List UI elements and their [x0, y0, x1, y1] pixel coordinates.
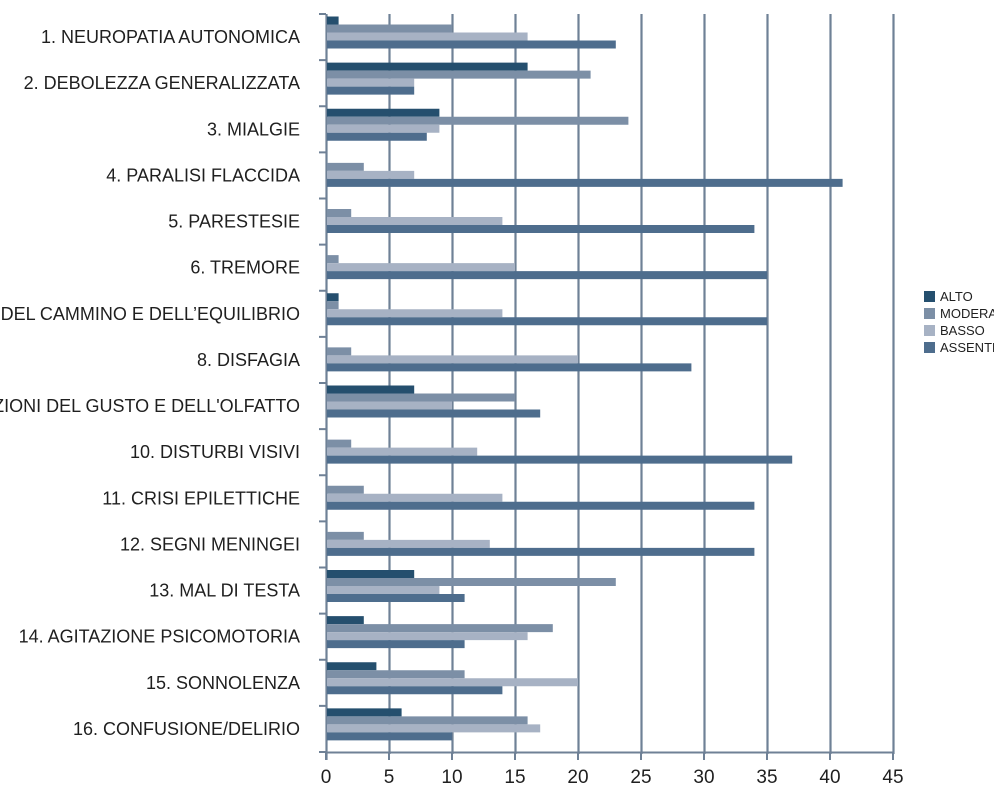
- bar-assente: [327, 86, 415, 95]
- bar-assente: [327, 594, 465, 602]
- bar-basso: [327, 170, 415, 179]
- x-tick-label: 40: [819, 767, 840, 788]
- bar-assente: [327, 686, 503, 695]
- legend-swatch: [924, 325, 935, 336]
- bar-basso: [327, 539, 490, 548]
- bar-assente: [327, 178, 843, 187]
- bar-assente: [327, 409, 541, 418]
- category-label: 8. DISFAGIA: [197, 350, 300, 370]
- legend-swatch: [924, 291, 935, 302]
- legend-label: ALTO: [940, 289, 973, 304]
- category-label: 13. MAL DI TESTA: [149, 581, 300, 601]
- bar-moderato: [327, 301, 339, 310]
- bar-moderato: [327, 70, 591, 79]
- bar-alto: [327, 108, 440, 117]
- bar-assente: [327, 225, 755, 233]
- bar-basso: [327, 78, 415, 87]
- bar-assente: [327, 732, 452, 741]
- bar-alto: [327, 16, 339, 25]
- legend-swatch: [924, 342, 935, 353]
- x-tick-label: 15: [504, 767, 525, 788]
- category-label: 3. MIALGIE: [207, 119, 300, 139]
- bar-basso: [327, 678, 578, 687]
- x-tick-label: 45: [882, 767, 903, 788]
- legend-label: MODERATO: [940, 306, 994, 321]
- bar-assente: [327, 455, 793, 464]
- category-label: 16. CONFUSIONE/DELIRIO: [73, 719, 300, 739]
- bar-assente: [327, 640, 465, 649]
- y-axis: [319, 13, 328, 760]
- x-tick-label: 0: [321, 767, 332, 788]
- bar-assente: [327, 363, 692, 372]
- legend-label: BASSO: [940, 323, 985, 338]
- bar-assente: [327, 501, 755, 510]
- bar-alto: [327, 616, 364, 625]
- bar-basso: [327, 355, 578, 364]
- bar-basso: [327, 447, 478, 456]
- bar-basso: [327, 401, 452, 410]
- bar-assente: [327, 40, 616, 49]
- bar-basso: [327, 32, 528, 41]
- bar-moderato: [327, 393, 515, 402]
- bar-alto: [327, 708, 402, 717]
- bar-alto: [327, 62, 528, 71]
- bar-basso: [327, 586, 440, 594]
- category-label: 5. PARESTESIE: [168, 212, 300, 232]
- legend-swatch: [924, 308, 935, 319]
- bar-alto: [327, 293, 339, 302]
- category-label: 15. SONNOLENZA: [146, 673, 300, 693]
- bar-basso: [327, 724, 541, 733]
- bar-basso: [327, 493, 503, 502]
- x-axis: 0 5 10 15 20 25 30 35 40 45: [321, 751, 904, 788]
- category-label: 6. TREMORE: [190, 258, 300, 278]
- category-label: 9. ALTERAZIONI DEL GUSTO E DELL'OLFATTO: [0, 396, 300, 416]
- bar-moderato: [327, 531, 364, 540]
- bar-moderato: [327, 439, 352, 448]
- bar-moderato: [327, 716, 528, 725]
- category-label: 7. DISTURBI DEL CAMMINO E DELL’EQUILIBRI…: [0, 304, 300, 324]
- bar-basso: [327, 217, 503, 225]
- bar-moderato: [327, 116, 629, 125]
- x-tick-label: 25: [630, 767, 651, 788]
- category-label: 11. CRISI EPILETTICHE: [102, 488, 300, 508]
- x-tick-label: 10: [441, 767, 462, 788]
- bar-basso: [327, 309, 503, 318]
- bar-assente: [327, 271, 767, 280]
- bar-alto: [327, 662, 377, 671]
- bar-moderato: [327, 578, 616, 586]
- bar-alto: [327, 385, 415, 394]
- category-label: 2. DEBOLEZZA GENERALIZZATA: [24, 73, 300, 93]
- bars: [327, 16, 843, 741]
- x-tick-label: 35: [756, 767, 777, 788]
- category-label: 1. NEUROPATIA AUTONOMICA: [41, 27, 300, 47]
- x-tick-label: 20: [567, 767, 588, 788]
- bar-assente: [327, 547, 755, 556]
- legend-label: ASSENTE: [940, 340, 994, 355]
- bar-moderato: [327, 162, 364, 171]
- gridlines: [388, 14, 895, 754]
- category-label: 12. SEGNI MENINGEI: [120, 534, 300, 554]
- bar-moderato: [327, 624, 553, 633]
- bar-moderato: [327, 485, 364, 494]
- bar-assente: [327, 132, 427, 141]
- bar-moderato: [327, 209, 352, 217]
- category-labels: 1. NEUROPATIA AUTONOMICA 2. DEBOLEZZA GEN…: [0, 27, 300, 739]
- bar-basso: [327, 632, 528, 641]
- bar-moderato: [327, 24, 452, 33]
- x-tick-label: 5: [384, 767, 395, 788]
- category-label: 10. DISTURBI VISIVI: [130, 442, 300, 462]
- legend: ALTO MODERATO BASSO ASSENTE: [924, 289, 994, 355]
- bar-basso: [327, 124, 440, 133]
- bar-moderato: [327, 255, 339, 264]
- bar-moderato: [327, 347, 352, 356]
- bar-moderato: [327, 670, 465, 679]
- x-tick-label: 30: [693, 767, 714, 788]
- bar-assente: [327, 317, 767, 326]
- category-label: 4. PARALISI FLACCIDA: [106, 165, 300, 185]
- bar-alto: [327, 570, 415, 578]
- bar-basso: [327, 263, 515, 272]
- category-label: 14. AGITAZIONE PSICOMOTORIA: [19, 627, 300, 647]
